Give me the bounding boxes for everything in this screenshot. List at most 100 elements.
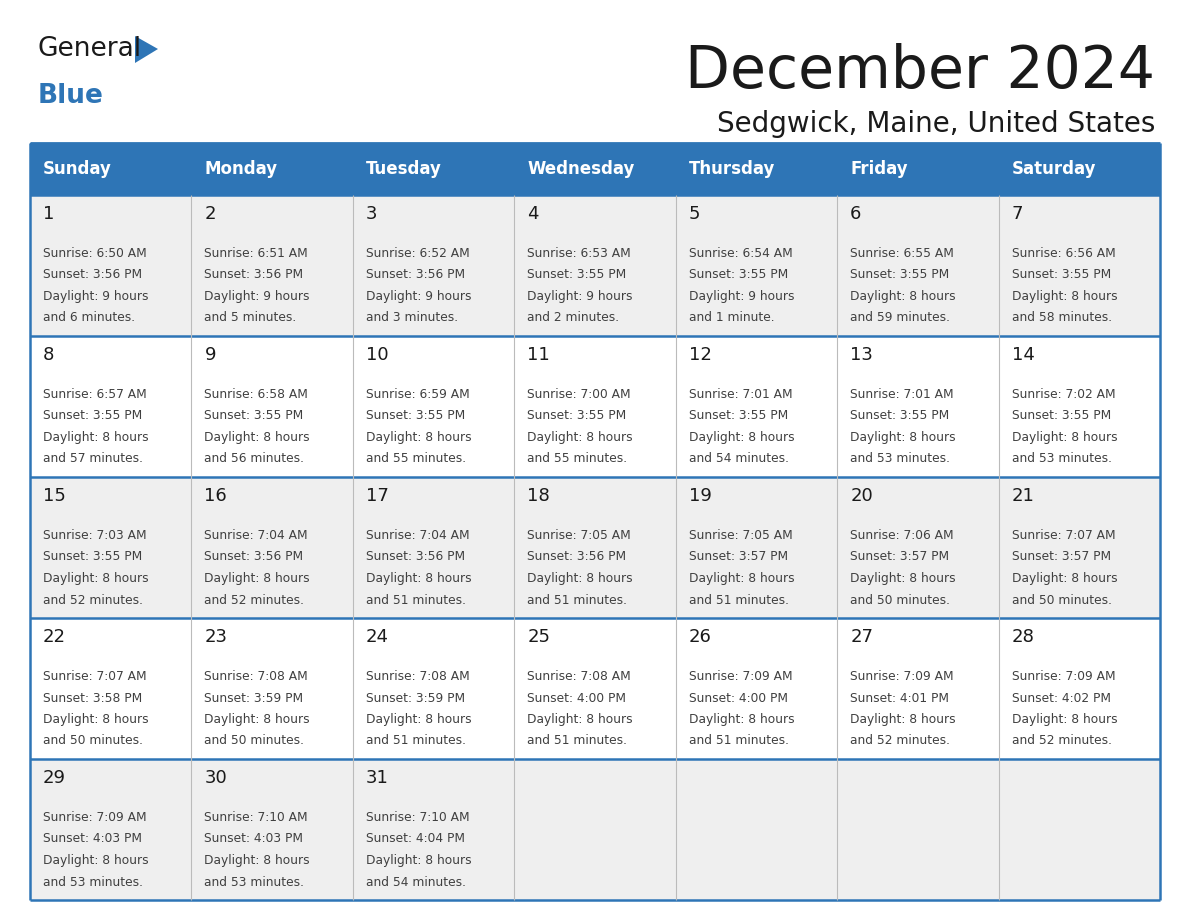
- Text: Sunrise: 7:03 AM: Sunrise: 7:03 AM: [43, 529, 146, 542]
- Bar: [30, 759, 1159, 900]
- Text: and 51 minutes.: and 51 minutes.: [689, 594, 789, 607]
- Text: and 51 minutes.: and 51 minutes.: [527, 734, 627, 747]
- Text: Daylight: 8 hours: Daylight: 8 hours: [1011, 713, 1117, 726]
- Text: 14: 14: [1011, 346, 1035, 364]
- Text: and 53 minutes.: and 53 minutes.: [1011, 453, 1112, 465]
- Text: 7: 7: [1011, 205, 1023, 223]
- Text: Sunset: 3:55 PM: Sunset: 3:55 PM: [43, 551, 143, 564]
- Polygon shape: [135, 36, 158, 63]
- Text: Sunrise: 6:51 AM: Sunrise: 6:51 AM: [204, 247, 308, 260]
- Text: Daylight: 8 hours: Daylight: 8 hours: [851, 713, 956, 726]
- Text: Sunrise: 7:08 AM: Sunrise: 7:08 AM: [366, 670, 469, 683]
- Text: Daylight: 8 hours: Daylight: 8 hours: [366, 854, 472, 867]
- Bar: [30, 336, 1159, 477]
- Text: Daylight: 8 hours: Daylight: 8 hours: [1011, 431, 1117, 444]
- Text: Sunrise: 7:04 AM: Sunrise: 7:04 AM: [204, 529, 308, 542]
- Text: Blue: Blue: [38, 83, 103, 109]
- Text: 6: 6: [851, 205, 861, 223]
- Text: and 58 minutes.: and 58 minutes.: [1011, 311, 1112, 324]
- Text: Sunrise: 6:55 AM: Sunrise: 6:55 AM: [851, 247, 954, 260]
- Text: Sunset: 4:01 PM: Sunset: 4:01 PM: [851, 691, 949, 704]
- Text: Sunrise: 7:09 AM: Sunrise: 7:09 AM: [851, 670, 954, 683]
- Text: Daylight: 8 hours: Daylight: 8 hours: [851, 290, 956, 303]
- Text: 22: 22: [43, 628, 67, 646]
- Text: 24: 24: [366, 628, 388, 646]
- Text: 4: 4: [527, 205, 539, 223]
- Bar: [30, 477, 1159, 618]
- Text: Sunrise: 6:53 AM: Sunrise: 6:53 AM: [527, 247, 631, 260]
- Text: 19: 19: [689, 487, 712, 505]
- Text: Daylight: 8 hours: Daylight: 8 hours: [204, 713, 310, 726]
- Text: Friday: Friday: [851, 160, 908, 178]
- Text: Daylight: 8 hours: Daylight: 8 hours: [366, 431, 472, 444]
- Text: Sunset: 3:55 PM: Sunset: 3:55 PM: [851, 409, 949, 422]
- Text: Sedgwick, Maine, United States: Sedgwick, Maine, United States: [716, 110, 1155, 138]
- Text: Sunset: 3:57 PM: Sunset: 3:57 PM: [851, 551, 949, 564]
- Text: 16: 16: [204, 487, 227, 505]
- Text: Sunrise: 7:01 AM: Sunrise: 7:01 AM: [689, 388, 792, 401]
- Text: 30: 30: [204, 769, 227, 787]
- Text: Sunrise: 7:02 AM: Sunrise: 7:02 AM: [1011, 388, 1116, 401]
- Text: Sunset: 3:55 PM: Sunset: 3:55 PM: [851, 268, 949, 282]
- Text: and 56 minutes.: and 56 minutes.: [204, 453, 304, 465]
- Text: and 3 minutes.: and 3 minutes.: [366, 311, 459, 324]
- Text: and 57 minutes.: and 57 minutes.: [43, 453, 143, 465]
- Text: Sunset: 4:02 PM: Sunset: 4:02 PM: [1011, 691, 1111, 704]
- Text: Daylight: 9 hours: Daylight: 9 hours: [204, 290, 310, 303]
- Text: 13: 13: [851, 346, 873, 364]
- Text: Daylight: 8 hours: Daylight: 8 hours: [43, 713, 148, 726]
- Text: Sunset: 3:55 PM: Sunset: 3:55 PM: [1011, 268, 1111, 282]
- Text: Sunrise: 6:54 AM: Sunrise: 6:54 AM: [689, 247, 792, 260]
- Text: Daylight: 8 hours: Daylight: 8 hours: [43, 854, 148, 867]
- Text: Daylight: 8 hours: Daylight: 8 hours: [204, 431, 310, 444]
- Text: Sunrise: 6:59 AM: Sunrise: 6:59 AM: [366, 388, 469, 401]
- Text: Sunset: 3:56 PM: Sunset: 3:56 PM: [366, 268, 465, 282]
- Text: 31: 31: [366, 769, 388, 787]
- Text: and 52 minutes.: and 52 minutes.: [1011, 734, 1112, 747]
- Text: 11: 11: [527, 346, 550, 364]
- Text: Sunday: Sunday: [43, 160, 112, 178]
- Text: 25: 25: [527, 628, 550, 646]
- Text: Sunrise: 7:07 AM: Sunrise: 7:07 AM: [43, 670, 146, 683]
- Text: 20: 20: [851, 487, 873, 505]
- Text: and 55 minutes.: and 55 minutes.: [527, 453, 627, 465]
- Text: and 50 minutes.: and 50 minutes.: [1011, 594, 1112, 607]
- Text: Sunset: 3:55 PM: Sunset: 3:55 PM: [527, 409, 626, 422]
- Text: Sunrise: 7:10 AM: Sunrise: 7:10 AM: [204, 811, 308, 824]
- Text: Sunrise: 6:52 AM: Sunrise: 6:52 AM: [366, 247, 469, 260]
- Text: Sunrise: 7:07 AM: Sunrise: 7:07 AM: [1011, 529, 1116, 542]
- Text: Daylight: 8 hours: Daylight: 8 hours: [851, 431, 956, 444]
- Text: Thursday: Thursday: [689, 160, 775, 178]
- Text: 3: 3: [366, 205, 378, 223]
- Text: and 53 minutes.: and 53 minutes.: [204, 876, 304, 889]
- Text: and 5 minutes.: and 5 minutes.: [204, 311, 297, 324]
- Text: Sunset: 3:55 PM: Sunset: 3:55 PM: [527, 268, 626, 282]
- Text: Daylight: 8 hours: Daylight: 8 hours: [366, 713, 472, 726]
- Text: Sunset: 3:55 PM: Sunset: 3:55 PM: [43, 409, 143, 422]
- Text: 12: 12: [689, 346, 712, 364]
- Text: 10: 10: [366, 346, 388, 364]
- Text: December 2024: December 2024: [685, 43, 1155, 100]
- Text: 1: 1: [43, 205, 55, 223]
- Text: Tuesday: Tuesday: [366, 160, 442, 178]
- Text: Daylight: 8 hours: Daylight: 8 hours: [204, 854, 310, 867]
- Text: Sunset: 3:55 PM: Sunset: 3:55 PM: [1011, 409, 1111, 422]
- Text: Daylight: 8 hours: Daylight: 8 hours: [527, 572, 633, 585]
- Text: and 51 minutes.: and 51 minutes.: [366, 734, 466, 747]
- Text: Sunset: 3:59 PM: Sunset: 3:59 PM: [204, 691, 304, 704]
- Text: Daylight: 8 hours: Daylight: 8 hours: [1011, 290, 1117, 303]
- Text: Sunrise: 6:56 AM: Sunrise: 6:56 AM: [1011, 247, 1116, 260]
- Text: Daylight: 8 hours: Daylight: 8 hours: [1011, 572, 1117, 585]
- Text: Daylight: 8 hours: Daylight: 8 hours: [366, 572, 472, 585]
- Text: Sunrise: 6:57 AM: Sunrise: 6:57 AM: [43, 388, 147, 401]
- Text: Sunrise: 7:05 AM: Sunrise: 7:05 AM: [527, 529, 631, 542]
- Text: 26: 26: [689, 628, 712, 646]
- Text: Sunset: 3:56 PM: Sunset: 3:56 PM: [527, 551, 626, 564]
- Text: Saturday: Saturday: [1011, 160, 1097, 178]
- Text: Sunset: 3:56 PM: Sunset: 3:56 PM: [204, 268, 304, 282]
- Text: Daylight: 9 hours: Daylight: 9 hours: [689, 290, 795, 303]
- Text: 18: 18: [527, 487, 550, 505]
- Text: and 50 minutes.: and 50 minutes.: [851, 594, 950, 607]
- Text: Sunset: 3:55 PM: Sunset: 3:55 PM: [689, 409, 788, 422]
- Text: Sunrise: 7:00 AM: Sunrise: 7:00 AM: [527, 388, 631, 401]
